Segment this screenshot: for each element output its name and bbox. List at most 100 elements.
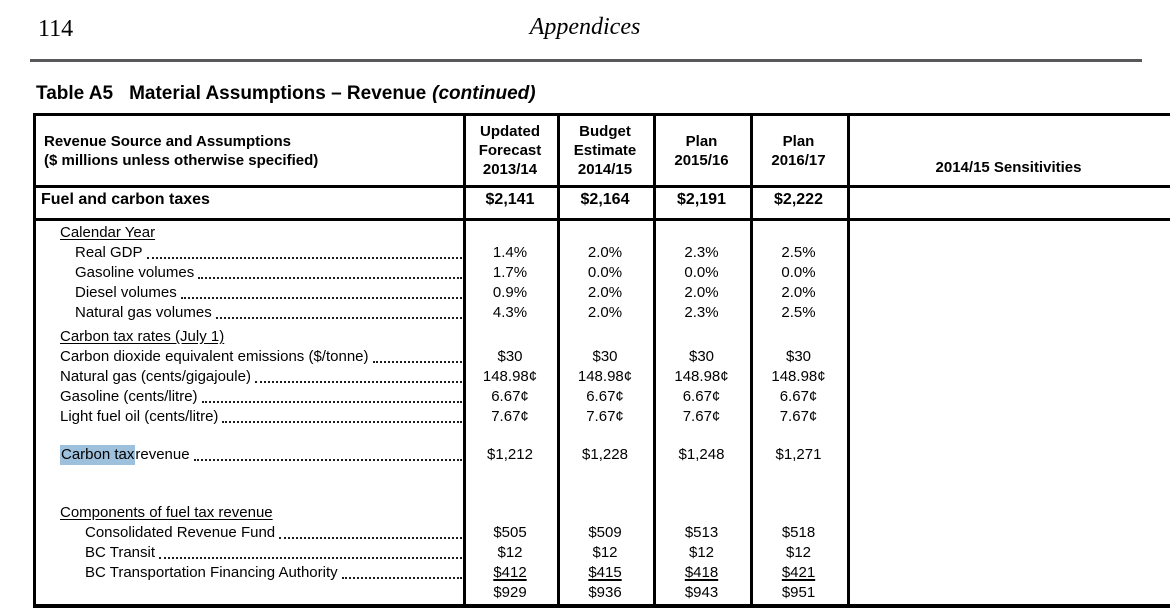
row-label	[36, 583, 463, 603]
cell-sensitivities	[847, 445, 1170, 465]
cell-value	[557, 327, 653, 347]
cell-sensitivities	[847, 327, 1170, 347]
table-row: Components of fuel tax revenue	[36, 503, 1170, 523]
cell-sensitivities	[847, 185, 1170, 218]
cell-value	[557, 223, 653, 243]
cell-value: 1.7%	[463, 263, 557, 283]
value-text: 148.98¢	[482, 368, 538, 385]
cell-value: 6.67¢	[557, 387, 653, 407]
column-divider	[557, 116, 560, 604]
value-text: 0.0%	[587, 264, 623, 281]
table-row: Natural gas (cents/gigajoule) 148.98¢ 148.…	[36, 367, 1170, 387]
running-header: Appendices	[529, 14, 641, 40]
search-highlight: Carbon tax	[60, 445, 136, 465]
cell-value: 148.98¢	[653, 367, 750, 387]
cell-sensitivities	[847, 367, 1170, 387]
cell-value	[750, 327, 847, 347]
header-line: Forecast	[478, 142, 542, 159]
cell-sensitivities	[847, 407, 1170, 427]
column-divider	[847, 116, 850, 604]
assumptions-table: Revenue Source and Assumptions ($ millio…	[33, 113, 1170, 608]
value-text: $518	[781, 524, 816, 541]
cell-sensitivities	[847, 543, 1170, 563]
cell-value: $1,271	[750, 445, 847, 465]
cell-value: 148.98¢	[463, 367, 557, 387]
cell-value: $412	[463, 563, 557, 583]
header-line: 2014/15 Sensitivities	[935, 159, 1082, 176]
value-text: 6.67¢	[586, 388, 624, 405]
cell-value: $421	[750, 563, 847, 583]
cell-value	[653, 327, 750, 347]
value-text: $12	[497, 544, 523, 561]
cell-sensitivities	[847, 523, 1170, 543]
cell-value: $509	[557, 523, 653, 543]
row-label-text: Gasoline (cents/litre)	[60, 388, 198, 405]
value-text: $1,248	[678, 446, 725, 463]
value-text: $415	[588, 564, 622, 581]
table-header-row: Revenue Source and Assumptions ($ millio…	[36, 116, 1170, 185]
cell-value: 6.67¢	[750, 387, 847, 407]
cell-value: $1,248	[653, 445, 750, 465]
cell-value: 2.3%	[653, 243, 750, 263]
cell-sensitivities	[847, 263, 1170, 283]
row-label-text: Natural gas (cents/gigajoule)	[60, 368, 251, 385]
cell-value: $513	[653, 523, 750, 543]
value-text: 0.9%	[492, 284, 528, 301]
table-row: Consolidated Revenue Fund $505 $509 $513 $51…	[36, 523, 1170, 543]
spacer-row	[36, 427, 1170, 445]
value-text: 0.0%	[684, 264, 719, 281]
dot-leader	[193, 459, 462, 461]
cell-value: $2,191	[677, 191, 726, 208]
value-text: 7.67¢	[682, 408, 721, 425]
cell-value: 7.67¢	[750, 407, 847, 427]
table-title-continued: (continued)	[432, 83, 536, 104]
row-label: BC Transportation Financing Authority	[36, 563, 463, 583]
cell-sensitivities	[847, 583, 1170, 603]
row-label-text: BC Transit	[85, 544, 156, 561]
header-rule	[30, 59, 1142, 62]
value-text: $30	[688, 348, 715, 365]
cell-value: 4.3%	[463, 303, 557, 323]
value-text: $509	[588, 524, 622, 541]
spacer-row	[36, 465, 1170, 503]
cell-value: $943	[653, 583, 750, 603]
table-title-prefix: Table A5	[36, 83, 114, 104]
row-label: Natural gas (cents/gigajoule)	[36, 367, 463, 387]
dot-leader	[215, 317, 462, 319]
row-label: Carbon tax rates (July 1)	[36, 327, 463, 347]
header-line: Updated	[480, 123, 540, 140]
table-row: Carbon tax revenue $1,212 $1,228 $1,248 $1,2…	[36, 445, 1170, 465]
cell-value: $415	[557, 563, 653, 583]
value-text: $513	[684, 524, 719, 541]
cell-value: $30	[653, 347, 750, 367]
col-header-revenue-source: Revenue Source and Assumptions ($ millio…	[36, 116, 463, 185]
cell-value	[750, 223, 847, 243]
cell-value: 2.0%	[557, 303, 653, 323]
header-line: Plan	[685, 132, 718, 150]
cell-value: $1,212	[463, 445, 557, 465]
dot-leader	[146, 257, 462, 259]
row-label: Fuel and carbon taxes	[41, 191, 210, 208]
cell-value: 7.67¢	[463, 407, 557, 427]
value-text: 1.4%	[492, 244, 528, 261]
value-text: $505	[493, 524, 527, 541]
cell-value: $30	[557, 347, 653, 367]
cell-value: $30	[750, 347, 847, 367]
cell-sensitivities	[847, 563, 1170, 583]
table-row: $929 $936 $943 $951	[36, 583, 1170, 603]
header-line: 2013/14	[482, 161, 538, 178]
table-title-main: Material Assumptions – Revenue	[129, 83, 427, 104]
row-label-text: Diesel volumes	[75, 284, 177, 301]
value-text: $418	[684, 564, 719, 581]
row-label-text: Gasoline volumes	[75, 264, 195, 281]
cell-value: 7.67¢	[557, 407, 653, 427]
col-header-budget-estimate: Budget Estimate 2014/15	[557, 116, 653, 185]
cell-value: 2.5%	[750, 243, 847, 263]
col-header-plan-2016-17: Plan 2016/17	[750, 116, 847, 185]
value-text: 0.0%	[781, 264, 816, 281]
cell-value	[653, 503, 750, 523]
header-line: 2016/17	[771, 151, 826, 169]
cell-value	[653, 223, 750, 243]
value-text: $1,212	[487, 446, 533, 463]
value-text: $30	[785, 348, 812, 365]
